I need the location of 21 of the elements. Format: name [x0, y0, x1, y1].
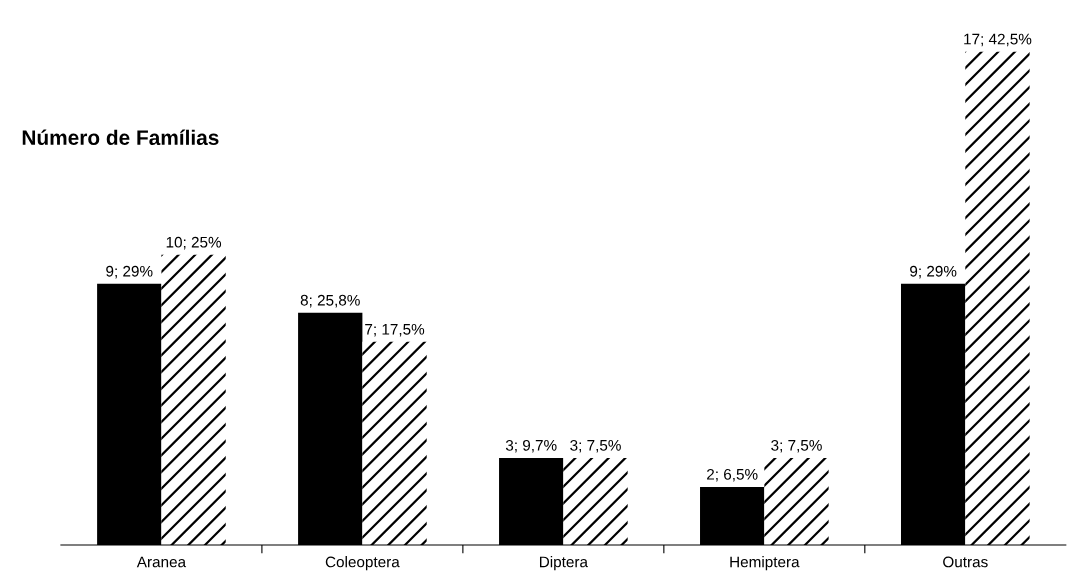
data-label: 2; 6,5%	[707, 468, 758, 482]
data-label: 7; 17,5%	[365, 323, 425, 337]
data-label: 3; 7,5%	[570, 439, 621, 453]
data-label: 9; 29%	[910, 265, 957, 279]
bar	[965, 51, 1030, 545]
bar	[563, 457, 628, 545]
bar	[764, 457, 829, 545]
text: Número de Famílias	[22, 129, 219, 146]
bar	[161, 254, 226, 545]
data-label: 10; 25%	[166, 236, 222, 250]
data-label: 3; 7,5%	[771, 439, 822, 453]
data-label: 3; 9,7%	[505, 439, 557, 453]
x-tick-label: Diptera	[539, 556, 588, 571]
data-label: 9; 29%	[106, 265, 153, 279]
x-tick-label: Aranea	[136, 556, 187, 568]
bar	[362, 341, 427, 545]
x-tick-label: Outras	[943, 556, 988, 568]
x-tick-label: Hemiptera	[730, 556, 800, 571]
data-label: 17; 42,5%	[964, 33, 1032, 47]
x-tick-label: Coleoptera	[325, 556, 400, 571]
data-label: 8; 25,8%	[300, 294, 360, 308]
